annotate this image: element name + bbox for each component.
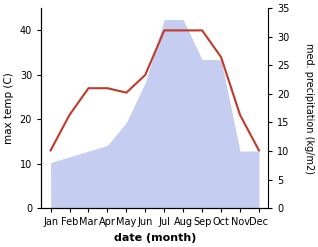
Y-axis label: max temp (C): max temp (C) bbox=[4, 72, 14, 144]
Y-axis label: med. precipitation (kg/m2): med. precipitation (kg/m2) bbox=[304, 43, 314, 174]
X-axis label: date (month): date (month) bbox=[114, 233, 196, 243]
